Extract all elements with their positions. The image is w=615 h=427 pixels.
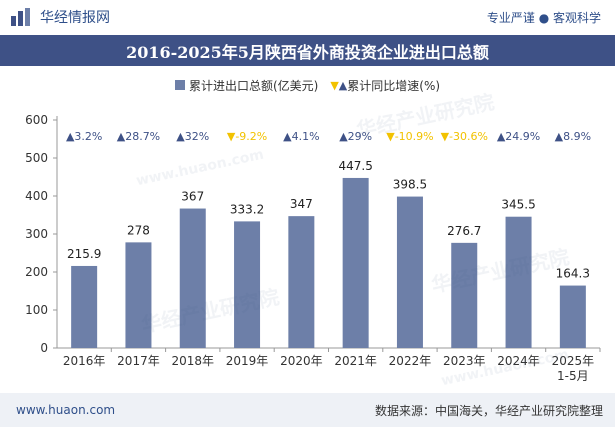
legend-label-growth: 累计同比增速(%) [347, 78, 441, 93]
bar-value-label: 276.7 [447, 224, 481, 238]
growth-rate-label: ▲24.9% [497, 130, 540, 143]
bar [71, 265, 98, 348]
x-tick-label: 1-5月 [557, 369, 589, 383]
x-tick-label: 2017年 [117, 354, 160, 368]
bar [342, 177, 369, 348]
bar [288, 216, 315, 348]
growth-rate-label: ▼-10.9% [386, 130, 433, 143]
bar [179, 208, 206, 348]
legend-item-growth: ▼ ▲ 累计同比增速(%) [330, 77, 440, 94]
triangle-down-icon: ▼ [330, 78, 339, 92]
y-tick-label: 300 [25, 227, 48, 241]
legend-item-total: 累计进出口总额(亿美元) [174, 77, 319, 94]
bar-value-label: 398.5 [393, 178, 427, 192]
growth-rate-label: ▲3.2% [66, 130, 102, 143]
y-tick-label: 200 [25, 265, 48, 279]
brand-logo-icon [11, 8, 30, 26]
tagline: 专业严谨 ● 客观科学 [486, 10, 601, 25]
brand: 华经情报网 [10, 7, 110, 27]
x-tick-label: 2023年 [443, 354, 486, 368]
bar-value-label: 215.9 [67, 247, 101, 261]
growth-rate-label: ▲32% [176, 130, 209, 143]
top-bar: 华经情报网 专业严谨 ● 客观科学 [0, 0, 615, 34]
bar [559, 285, 586, 348]
growth-rate-label: ▲4.1% [283, 130, 319, 143]
y-tick-label: 600 [25, 113, 48, 127]
website-link[interactable]: www.huaon.com [16, 403, 116, 417]
y-tick-label: 500 [25, 151, 48, 165]
x-tick-label: 2018年 [171, 354, 214, 368]
bar-chart: 0 100 200 300 400 500 600 215.9 2016年 ▲3.2% 278 201… [25, 113, 601, 383]
bar-value-label: 345.5 [501, 198, 535, 212]
bar-value-label: 333.2 [230, 202, 264, 216]
y-tick-label: 0 [40, 341, 48, 355]
growth-rate-label: ▲28.7% [117, 130, 160, 143]
growth-rate-label: ▼-9.2% [227, 130, 267, 143]
y-tick-label: 100 [25, 303, 48, 317]
triangle-up-icon: ▲ [338, 78, 348, 92]
bar [505, 216, 532, 348]
bar-value-label: 447.5 [338, 159, 372, 173]
bar-value-label: 278 [127, 223, 150, 237]
bar-value-label: 164.3 [556, 267, 590, 281]
x-tick-label: 2016年 [63, 354, 106, 368]
legend-swatch-bar [174, 80, 185, 90]
chart-title: 2016-2025年5月陕西省外商投资企业进出口总额 [0, 35, 615, 66]
footer-bar: www.huaon.com 数据来源：中国海关，华经产业研究院整理 [0, 393, 615, 427]
brand-name: 华经情报网 [40, 10, 110, 26]
growth-rate-label: ▲29% [339, 130, 372, 143]
x-tick-label: 2019年 [226, 354, 269, 368]
bar [451, 242, 478, 348]
legend-label-total: 累计进出口总额(亿美元) [188, 78, 319, 93]
x-tick-label: 2021年 [334, 354, 377, 368]
x-tick-label: 2025年 [552, 354, 595, 368]
y-tick-label: 400 [25, 189, 48, 203]
x-tick-label: 2024年 [497, 354, 540, 368]
bar [396, 196, 423, 348]
bar-value-label: 347 [290, 197, 313, 211]
bar [234, 221, 261, 348]
bar-value-label: 367 [181, 190, 204, 204]
growth-rate-label: ▼-30.6% [441, 130, 488, 143]
data-source: 数据来源：中国海关，华经产业研究院整理 [374, 403, 603, 418]
growth-rate-label: ▲8.9% [555, 130, 591, 143]
x-tick-label: 2020年 [280, 354, 323, 368]
chart-legend: 累计进出口总额(亿美元) ▼ ▲ 累计同比增速(%) [0, 76, 615, 94]
bar [125, 242, 152, 348]
x-tick-label: 2022年 [389, 354, 432, 368]
